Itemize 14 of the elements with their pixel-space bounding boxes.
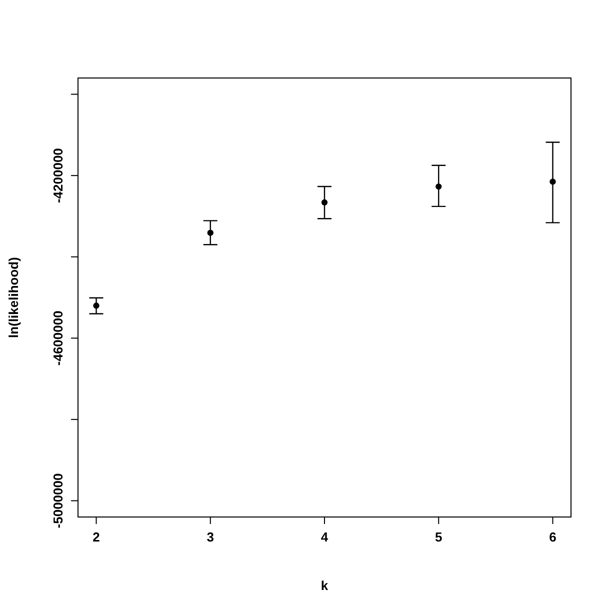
x-tick-label: 5: [435, 529, 442, 544]
y-tick-label: -4600000: [50, 310, 66, 366]
point: [207, 230, 214, 236]
x-tick-label: 2: [92, 529, 100, 544]
point: [550, 178, 556, 185]
y-tick-label: -4200000: [50, 148, 66, 204]
y-tick-label: -5000000: [50, 473, 66, 528]
x-axis-title: k: [320, 578, 329, 593]
x-tick-label: 3: [206, 529, 214, 544]
y-axis-title: ln(likelihood): [6, 257, 21, 338]
x-tick-label: 4: [320, 529, 329, 544]
point: [436, 183, 442, 190]
point: [321, 199, 328, 206]
x-tick-label: 6: [549, 529, 556, 544]
